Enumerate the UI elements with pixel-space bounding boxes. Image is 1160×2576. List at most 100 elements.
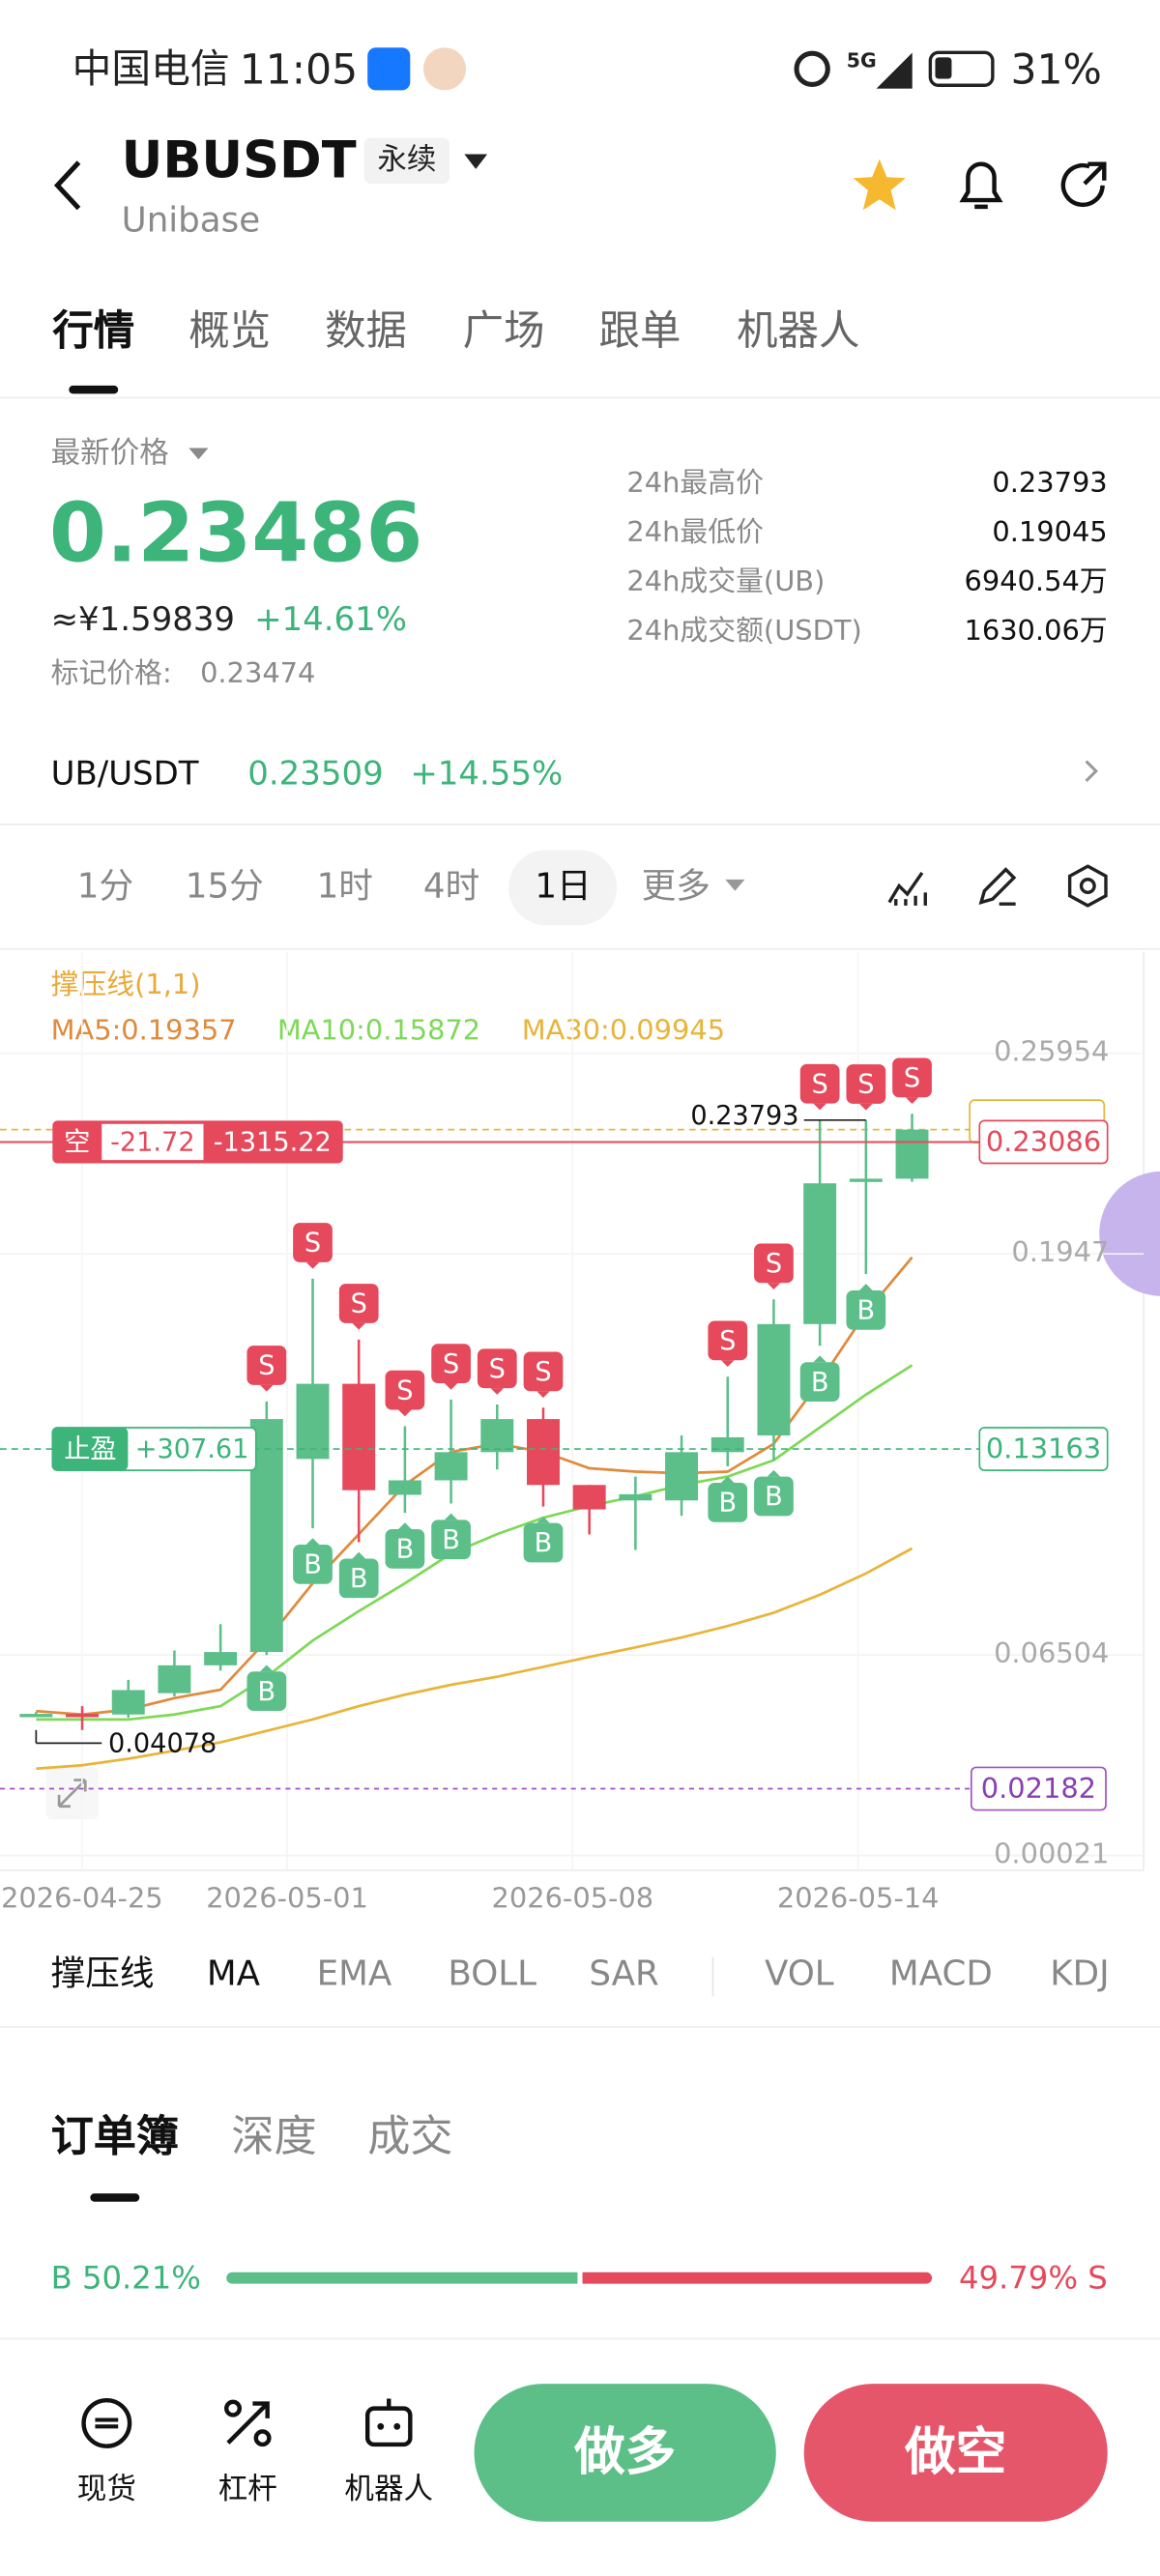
interval[interactable]: 4时 xyxy=(422,866,480,906)
buy-ratio: B 50.21% xyxy=(50,2260,201,2298)
app-icon xyxy=(367,47,411,91)
marker-pointer xyxy=(352,1551,365,1559)
contract-chip[interactable]: 永续 xyxy=(363,137,450,185)
stat-value: 1630.06万 xyxy=(964,615,1108,649)
marker-pointer xyxy=(260,1664,274,1672)
marker-label: B xyxy=(350,1564,368,1594)
marker-label: B xyxy=(396,1535,415,1565)
position-price-tag xyxy=(978,1119,1109,1165)
marker-label: S xyxy=(812,1069,828,1099)
marker-label: B xyxy=(442,1525,460,1555)
indicator-tab[interactable]: VOL xyxy=(764,1954,834,1994)
candle-body xyxy=(111,1690,145,1715)
mark-label: 标记价格: xyxy=(50,657,172,691)
sell-marker xyxy=(293,1223,333,1262)
marker-label: B xyxy=(535,1528,553,1558)
marker-pointer xyxy=(305,1538,320,1546)
interval[interactable]: 更多 xyxy=(641,866,710,906)
indicator-tab[interactable]: KDJ xyxy=(1050,1954,1110,1994)
sell-marker xyxy=(246,1346,287,1385)
nav-label[interactable]: 现货 xyxy=(76,2472,136,2507)
take-profit-price: 0.13163 xyxy=(986,1433,1101,1465)
tab[interactable]: 机器人 xyxy=(737,306,860,355)
interval[interactable]: 15分 xyxy=(185,866,264,906)
marker-pointer xyxy=(767,1469,781,1477)
candle-body xyxy=(342,1383,376,1491)
candle-body xyxy=(296,1383,330,1460)
low-label: 0.04078 xyxy=(108,1729,217,1759)
back-button[interactable] xyxy=(49,158,89,214)
price-change: +14.61% xyxy=(254,598,407,639)
interval[interactable]: 1分 xyxy=(76,866,134,906)
indicator-tab[interactable]: BOLL xyxy=(448,1954,536,1994)
tab[interactable]: 跟单 xyxy=(598,306,682,355)
tab-indicator xyxy=(90,2193,140,2202)
sell-marker xyxy=(477,1348,517,1389)
buy-marker xyxy=(846,1289,886,1330)
marker-label: B xyxy=(857,1296,876,1326)
tab[interactable]: 数据 xyxy=(325,306,407,355)
indicator-tab[interactable]: MACD xyxy=(888,1954,993,1994)
indicator-icon[interactable] xyxy=(886,866,929,909)
network: 5G xyxy=(846,48,877,72)
buy-marker xyxy=(338,1558,379,1599)
x-tick-label: 2026-05-08 xyxy=(492,1881,654,1914)
dropdown-icon xyxy=(464,154,488,169)
spot-pair[interactable]: UB/USDT xyxy=(50,753,199,793)
alarm-icon xyxy=(794,50,830,87)
indicator-tab[interactable]: 撑压线 xyxy=(50,1954,155,1994)
separator xyxy=(711,1956,714,1997)
nav-label[interactable]: 杠杆 xyxy=(218,2472,277,2507)
indicator-tab[interactable]: EMA xyxy=(316,1954,392,1994)
candle-body xyxy=(849,1178,883,1182)
divider xyxy=(0,396,1160,399)
x-tick-label: 2026-04-25 xyxy=(1,1881,163,1914)
share-icon[interactable] xyxy=(1055,158,1111,214)
marker-pointer xyxy=(720,1360,735,1368)
interval[interactable]: 1日 xyxy=(535,866,592,906)
tab[interactable]: 行情 xyxy=(52,306,135,355)
draw-icon[interactable] xyxy=(976,864,1019,907)
cny-price: ≈¥1.59839 xyxy=(50,598,236,639)
marker-label: S xyxy=(443,1349,459,1379)
ratio-buy xyxy=(226,2272,579,2284)
take-profit-price-tag xyxy=(978,1427,1109,1471)
short-button[interactable]: 做空 xyxy=(803,2384,1108,2522)
long-button[interactable]: 做多 xyxy=(474,2384,776,2522)
settings-icon[interactable] xyxy=(1066,864,1109,908)
ratio-sell xyxy=(583,2272,933,2284)
nav-label[interactable]: 机器人 xyxy=(344,2472,434,2507)
book-tab[interactable]: 成交 xyxy=(367,2113,453,2163)
tab[interactable]: 概览 xyxy=(188,306,272,355)
book-tab[interactable]: 订单簿 xyxy=(50,2113,180,2163)
spot-icon[interactable] xyxy=(78,2395,134,2451)
indicator-tab[interactable]: SAR xyxy=(589,1954,659,1994)
sell-marker xyxy=(799,1063,840,1104)
book-tab[interactable]: 深度 xyxy=(231,2113,317,2163)
x-tick-label: 2026-05-01 xyxy=(206,1881,368,1914)
margin-icon[interactable] xyxy=(219,2395,276,2451)
marker-label: S xyxy=(766,1249,782,1279)
bot-icon[interactable] xyxy=(361,2395,417,2451)
floating-assistant[interactable] xyxy=(1099,1171,1160,1296)
buy-marker xyxy=(431,1520,471,1560)
favorite-icon[interactable] xyxy=(849,156,911,215)
y-tick-label: 0.1947 xyxy=(1011,1235,1109,1268)
stat-value: 6940.54万 xyxy=(964,565,1108,599)
marker-pointer xyxy=(813,1355,826,1363)
app-icon xyxy=(422,47,467,91)
tab[interactable]: 广场 xyxy=(462,306,545,355)
alert-icon[interactable] xyxy=(955,156,1007,215)
indicator-tab[interactable]: MA xyxy=(206,1954,260,1994)
sell-marker xyxy=(892,1057,932,1098)
sell-marker xyxy=(754,1243,794,1284)
candle-body xyxy=(527,1419,560,1486)
x-tick-label: 2026-05-14 xyxy=(777,1881,940,1914)
interval[interactable]: 1时 xyxy=(316,866,373,906)
marker-pointer xyxy=(490,1388,505,1395)
coin-name: Unibase xyxy=(121,200,261,240)
sell-marker xyxy=(708,1320,748,1361)
dropdown-icon xyxy=(188,448,209,460)
spot-price: 0.23509 xyxy=(247,753,384,793)
